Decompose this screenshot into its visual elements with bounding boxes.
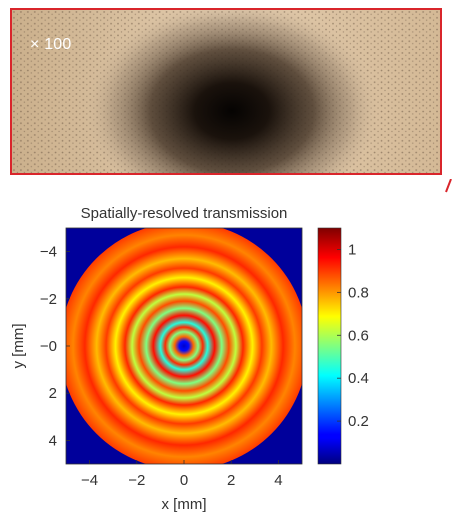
x-tick-label: 0	[180, 472, 188, 489]
micrograph-image: × 100	[10, 8, 442, 175]
x-tick-label: 4	[274, 472, 282, 489]
x-axis-ticks: −4 −2 0 2 4	[81, 460, 283, 489]
x-axis-label: x [mm]	[162, 496, 207, 513]
y-tick-label: 2	[49, 385, 57, 402]
y-axis-label: y [mm]	[10, 324, 27, 369]
y-tick-label: −4	[40, 244, 57, 261]
colorbar-tick-label: 1	[348, 241, 356, 258]
heatmap-transmission-rings	[66, 228, 302, 464]
plot-area	[66, 228, 302, 464]
micrograph-texture	[12, 10, 440, 173]
chart-title: Spatially-resolved transmission	[81, 205, 288, 222]
y-tick-label: −0	[40, 338, 57, 355]
y-tick-label: −2	[40, 291, 57, 308]
panel-corner-marker	[445, 179, 452, 193]
colorbar-ticks: 1 0.8 0.6 0.4 0.2	[337, 241, 369, 430]
colorbar	[317, 227, 342, 465]
x-tick-label: 2	[227, 472, 235, 489]
y-axis-ticks: −4 −2 −0 2 4	[40, 244, 70, 449]
x-tick-label: −4	[81, 472, 98, 489]
x-tick-label: −2	[128, 472, 145, 489]
colorbar-tick-label: 0.2	[348, 413, 369, 430]
colorbar-tick-label: 0.6	[348, 327, 369, 344]
magnification-label: × 100	[30, 36, 72, 53]
colorbar-tick-label: 0.4	[348, 370, 369, 387]
y-tick-label: 4	[49, 432, 57, 449]
colorbar-tick-label: 0.8	[348, 284, 369, 301]
transmission-chart: Spatially-resolved transmission −4 −2 0 2 4 …	[10, 205, 369, 513]
